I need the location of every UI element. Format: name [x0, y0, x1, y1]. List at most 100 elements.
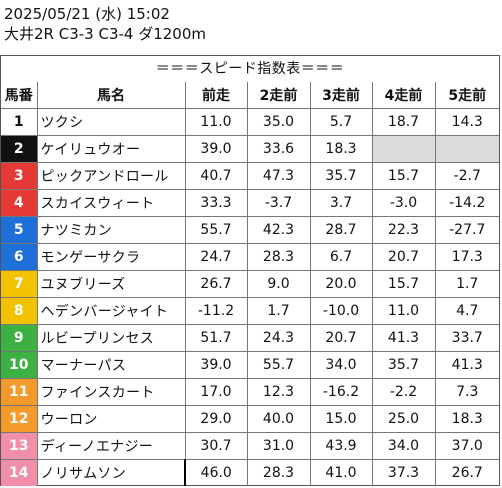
speed-index-table: 馬番 馬名 前走 2走前 3走前 4走前 5走前 1 ツクシ 11.0 35.0 5.7…: [1, 82, 499, 486]
speed-value-1: 30.7: [184, 432, 248, 460]
speed-value-4: -2.2: [371, 378, 436, 406]
table-header-row: 馬番 馬名 前走 2走前 3走前 4走前 5走前: [1, 82, 499, 109]
col-header-2nd: 2走前: [246, 82, 311, 109]
table-row: 7 ユヌブリーズ 26.7 9.0 20.0 15.7 1.7: [1, 270, 499, 298]
speed-value-5: 4.7: [434, 297, 499, 325]
speed-value-3: -10.0: [309, 297, 373, 325]
table-row: 2 ケイリュウオー 39.0 33.6 18.3: [1, 135, 499, 163]
speed-value-2: 55.7: [246, 351, 311, 379]
race-header: 2025/05/21 (水) 15:02 大井2R C3-3 C3-4 ダ120…: [4, 4, 206, 44]
table-row: 9 ルビープリンセス 51.7 24.3 20.7 41.3 33.7: [1, 324, 499, 352]
speed-value-2: 42.3: [246, 216, 311, 244]
speed-value-5: 41.3: [434, 351, 499, 379]
speed-value-5: -27.7: [434, 216, 499, 244]
horse-number: 6: [1, 243, 38, 271]
horse-name: ピックアンドロール: [36, 162, 186, 190]
speed-value-2: 9.0: [246, 270, 311, 298]
speed-value-1: 39.0: [184, 135, 248, 163]
speed-value-3: 43.9: [309, 432, 373, 460]
speed-value-4: -3.0: [371, 189, 436, 217]
table-row: 10 マーナーパス 39.0 55.7 34.0 35.7 41.3: [1, 351, 499, 379]
speed-value-1: 51.7: [184, 324, 248, 352]
table-row: 14 ノリサムソン 46.0 28.3 41.0 37.3 26.7: [1, 459, 499, 486]
horse-name: ウーロン: [36, 405, 186, 433]
horse-name: ナツミカン: [36, 216, 186, 244]
horse-number: 4: [1, 189, 38, 217]
horse-name: ヘデンバージャイト: [36, 297, 186, 325]
speed-value-2: 35.0: [246, 108, 311, 136]
table-row: 12 ウーロン 29.0 40.0 15.0 25.0 18.3: [1, 405, 499, 433]
speed-value-5: 37.0: [434, 432, 499, 460]
speed-value-1: 24.7: [184, 243, 248, 271]
speed-value-1: -11.2: [184, 297, 248, 325]
speed-value-4: 35.7: [371, 351, 436, 379]
speed-value-1: 29.0: [184, 405, 248, 433]
horse-name: ルビープリンセス: [36, 324, 186, 352]
col-header-4th: 4走前: [371, 82, 436, 109]
speed-value-2: 1.7: [246, 297, 311, 325]
table-subtitle: ＝＝＝スピード指数表＝＝＝: [1, 56, 499, 83]
speed-value-3: 20.0: [309, 270, 373, 298]
speed-value-2: 12.3: [246, 378, 311, 406]
speed-value-2: -3.7: [246, 189, 311, 217]
horse-number: 5: [1, 216, 38, 244]
horse-name: ディーノエナジー: [36, 432, 186, 460]
speed-value-4: 20.7: [371, 243, 436, 271]
table-row: 11 ファインスカート 17.0 12.3 -16.2 -2.2 7.3: [1, 378, 499, 406]
table-row: 3 ピックアンドロール 40.7 47.3 35.7 15.7 -2.7: [1, 162, 499, 190]
speed-value-2: 33.6: [246, 135, 311, 163]
horse-number: 14: [1, 459, 38, 486]
speed-value-5: 26.7: [434, 459, 499, 486]
speed-value-1: 55.7: [184, 216, 248, 244]
speed-value-4: 11.0: [371, 297, 436, 325]
speed-value-5: -2.7: [434, 162, 499, 190]
speed-value-2: 28.3: [246, 243, 311, 271]
speed-value-4: 41.3: [371, 324, 436, 352]
speed-value-4: 34.0: [371, 432, 436, 460]
table-row: 8 ヘデンバージャイト -11.2 1.7 -10.0 11.0 4.7: [1, 297, 499, 325]
speed-value-4: 37.3: [371, 459, 436, 486]
horse-number: 11: [1, 378, 38, 406]
horse-number: 9: [1, 324, 38, 352]
speed-value-4: [371, 135, 436, 163]
speed-value-3: 15.0: [309, 405, 373, 433]
speed-value-3: 6.7: [309, 243, 373, 271]
speed-value-5: 1.7: [434, 270, 499, 298]
speed-value-3: -16.2: [309, 378, 373, 406]
speed-value-3: 20.7: [309, 324, 373, 352]
speed-value-2: 40.0: [246, 405, 311, 433]
table-row: 4 スカイスウィート 33.3 -3.7 3.7 -3.0 -14.2: [1, 189, 499, 217]
speed-value-5: 33.7: [434, 324, 499, 352]
speed-value-5: -14.2: [434, 189, 499, 217]
speed-value-5: 7.3: [434, 378, 499, 406]
speed-value-1: 46.0: [184, 459, 248, 486]
speed-value-1: 26.7: [184, 270, 248, 298]
table-row: 13 ディーノエナジー 30.7 31.0 43.9 34.0 37.0: [1, 432, 499, 460]
table-row: 1 ツクシ 11.0 35.0 5.7 18.7 14.3: [1, 108, 499, 136]
speed-value-2: 47.3: [246, 162, 311, 190]
horse-name: スカイスウィート: [36, 189, 186, 217]
horse-name: ファインスカート: [36, 378, 186, 406]
speed-value-4: 25.0: [371, 405, 436, 433]
horse-name: ツクシ: [36, 108, 186, 136]
col-header-5th: 5走前: [434, 82, 499, 109]
speed-value-4: 18.7: [371, 108, 436, 136]
speed-value-1: 17.0: [184, 378, 248, 406]
speed-value-4: 15.7: [371, 162, 436, 190]
horse-name: ノリサムソン: [36, 459, 186, 486]
col-header-number: 馬番: [1, 82, 38, 109]
speed-value-1: 39.0: [184, 351, 248, 379]
horse-number: 2: [1, 135, 38, 163]
horse-name: ユヌブリーズ: [36, 270, 186, 298]
speed-value-2: 31.0: [246, 432, 311, 460]
horse-name: マーナーパス: [36, 351, 186, 379]
horse-number: 12: [1, 405, 38, 433]
speed-value-2: 28.3: [246, 459, 311, 486]
horse-number: 8: [1, 297, 38, 325]
horse-number: 10: [1, 351, 38, 379]
datetime-text: 2025/05/21 (水) 15:02: [4, 5, 170, 23]
race-info-text: 大井2R C3-3 C3-4 ダ1200m: [4, 25, 207, 43]
horse-number: 1: [1, 108, 38, 136]
speed-value-3: 35.7: [309, 162, 373, 190]
col-header-last: 前走: [184, 82, 248, 109]
